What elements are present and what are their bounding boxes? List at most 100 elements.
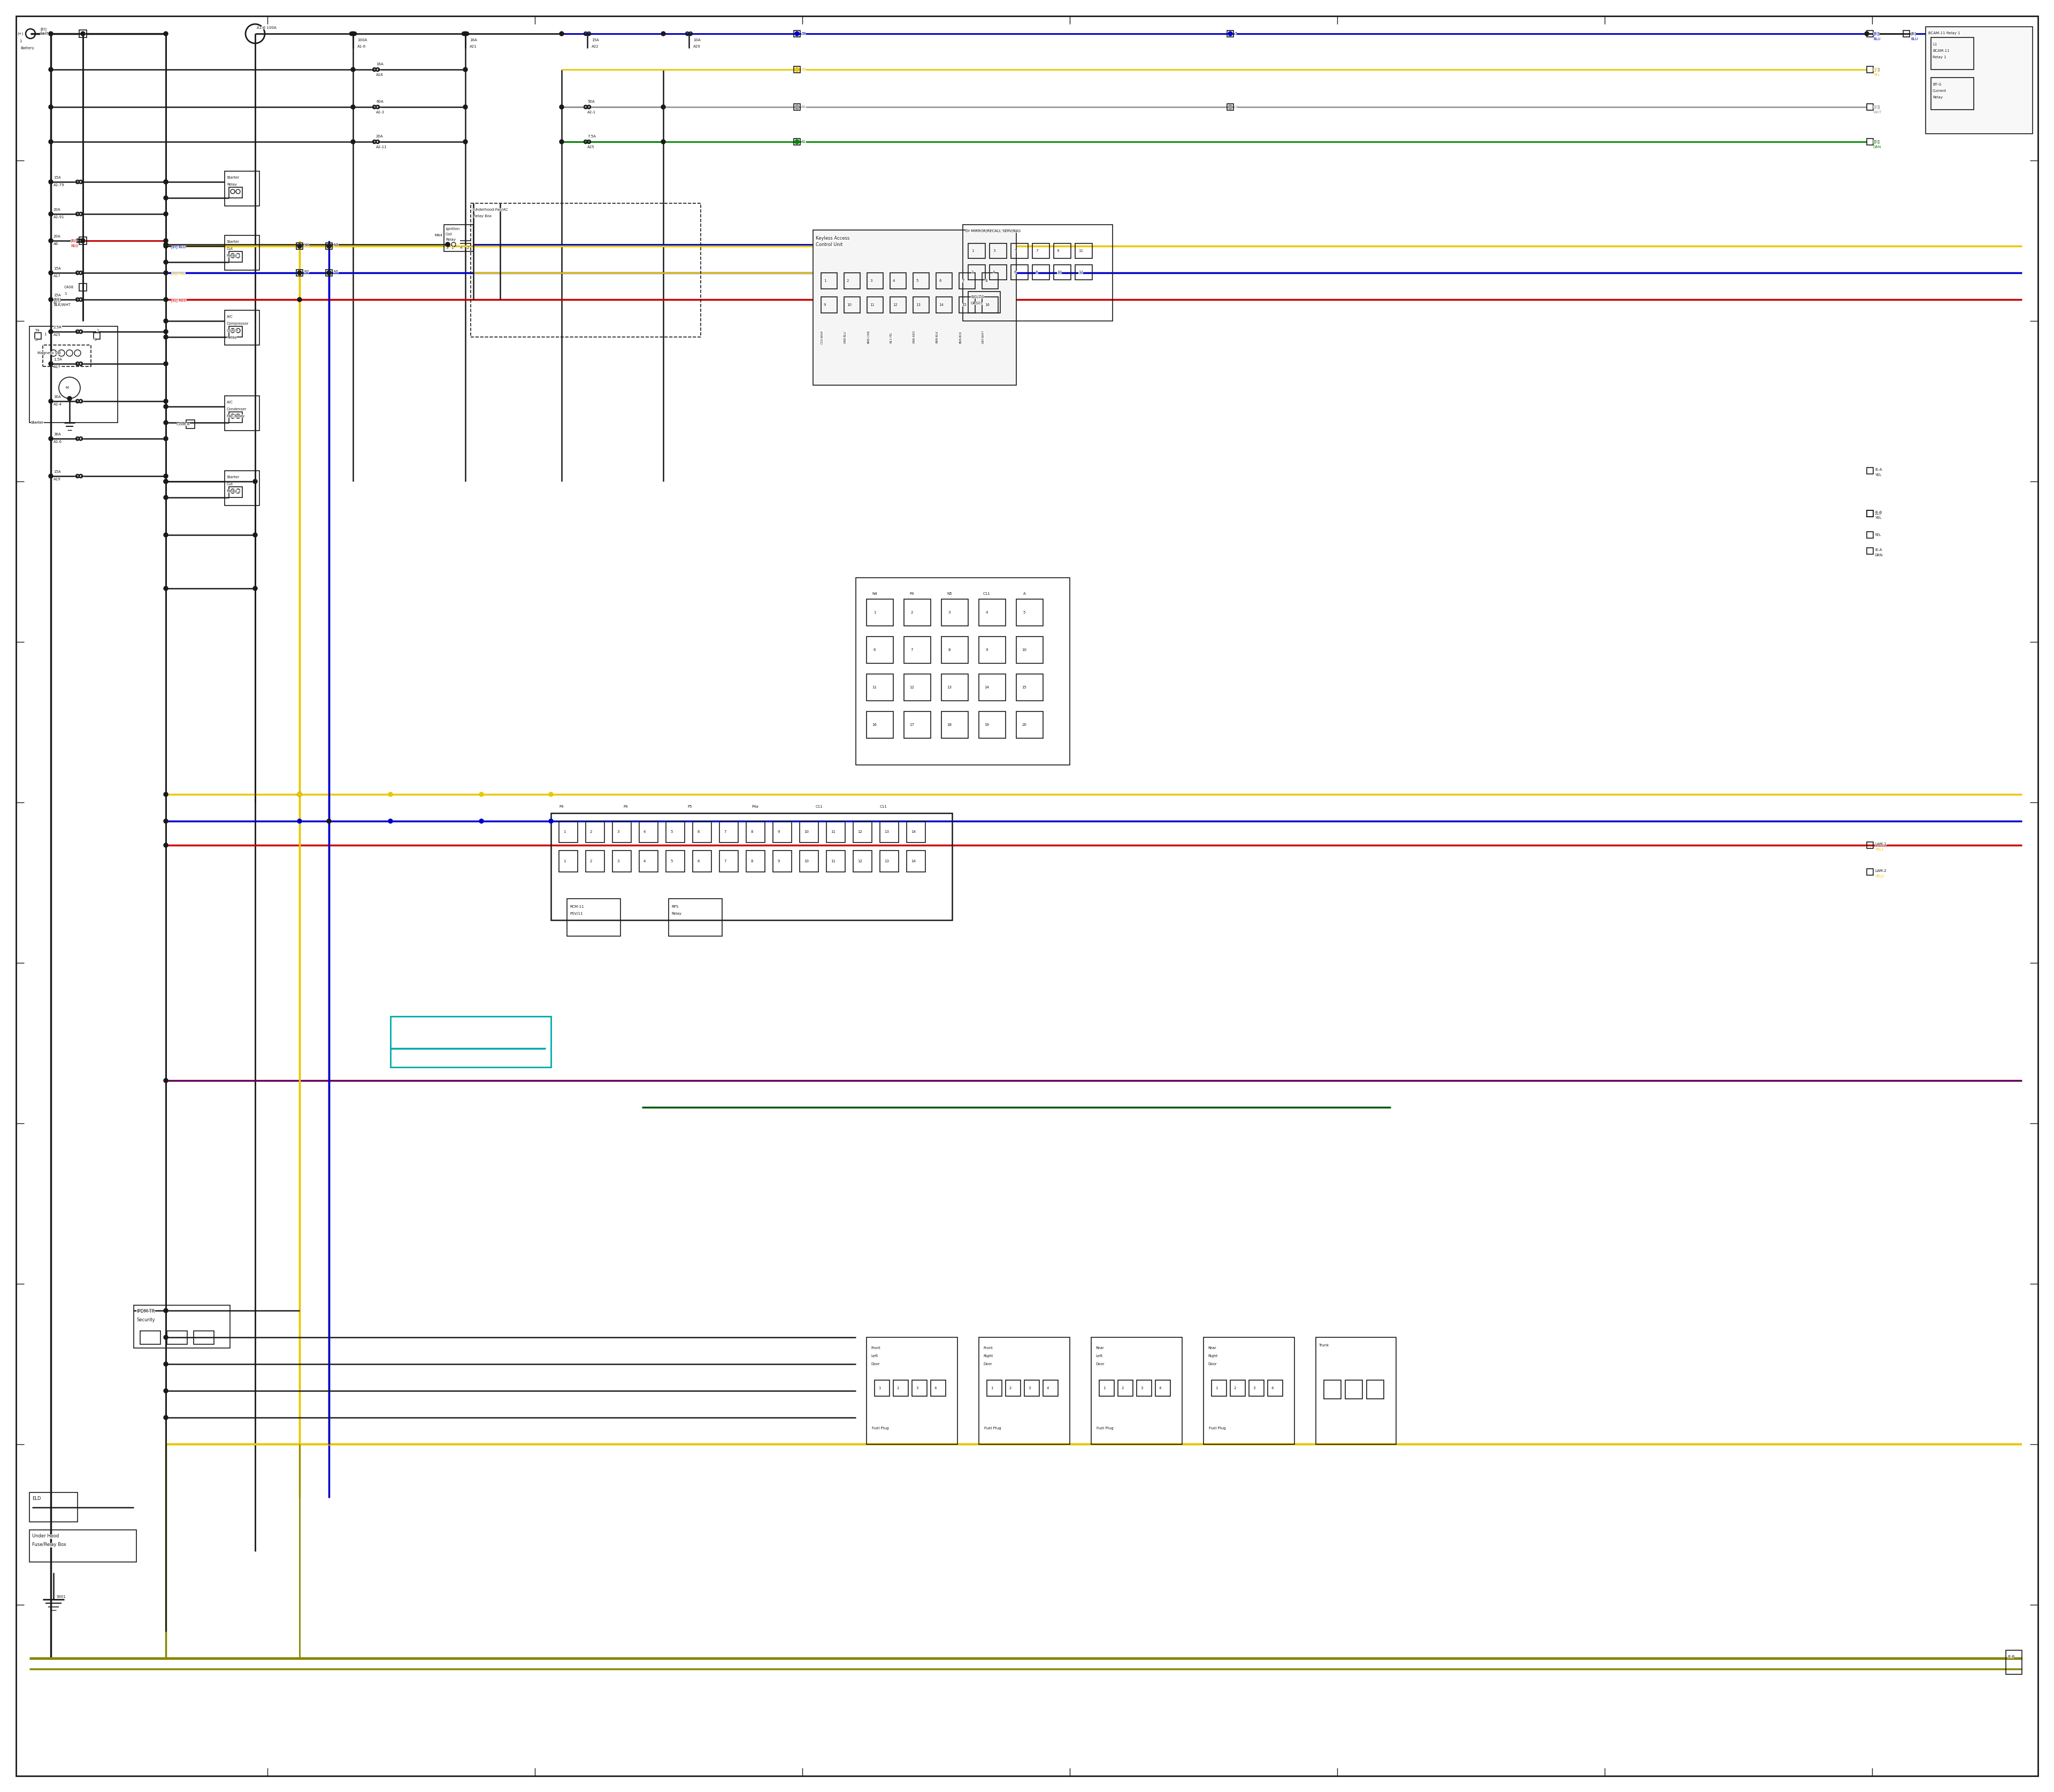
Text: BLU: BLU [1910,38,1918,41]
Circle shape [351,106,355,109]
Circle shape [1228,106,1232,109]
Bar [746,851,764,873]
Bar [867,297,883,314]
Bar [1325,1380,1341,1400]
Bar [187,419,195,428]
Text: 20: 20 [1023,724,1027,726]
Bar [612,821,631,842]
Text: 3: 3 [949,611,951,615]
Circle shape [298,271,302,274]
Text: Left: Left [871,1355,877,1358]
Circle shape [164,32,168,36]
Text: 1: 1 [563,830,565,833]
Bar [1226,104,1234,109]
Circle shape [164,362,168,366]
Text: 8: 8 [750,830,754,833]
Circle shape [49,238,53,244]
Text: 7: 7 [1035,249,1037,253]
Bar [1011,244,1029,258]
Bar [986,1380,1002,1396]
Text: 8: 8 [949,649,951,652]
Text: 5: 5 [670,830,672,833]
Text: T1: T1 [80,32,86,36]
Text: 6: 6 [1015,271,1017,274]
Bar [1867,548,1873,554]
Circle shape [298,792,302,796]
Text: A/C: A/C [226,401,234,403]
Bar [224,310,259,346]
Text: BT-G: BT-G [1933,82,1941,86]
Text: 1: 1 [824,280,826,283]
Bar [852,821,871,842]
Circle shape [49,330,53,333]
Bar [1017,674,1043,701]
Text: A2-6: A2-6 [53,441,62,443]
Text: 5: 5 [670,860,672,862]
Text: L1: L1 [1933,43,1937,47]
Text: 10: 10 [1023,649,1027,652]
Text: 36A: 36A [53,432,62,435]
Text: 7.5A: 7.5A [587,134,596,138]
Bar [912,1380,926,1396]
Circle shape [164,244,168,249]
Circle shape [164,1389,168,1392]
Circle shape [49,297,53,301]
Text: 2: 2 [466,246,468,249]
Circle shape [164,792,168,796]
Text: Code B: Code B [177,423,189,426]
Circle shape [661,106,665,109]
Bar [1011,265,1029,280]
Bar [1074,244,1093,258]
Bar [567,898,620,935]
Text: Relay 2: Relay 2 [226,489,240,493]
Text: DRY-WHT: DRY-WHT [982,330,984,344]
Text: 4: 4 [1048,1387,1050,1391]
Bar [941,636,967,663]
Text: Coil: Coil [446,233,452,237]
Bar [665,851,684,873]
Text: ORB-RED: ORB-RED [914,330,916,344]
Text: A17: A17 [53,366,62,369]
Bar [559,821,577,842]
Circle shape [661,140,665,143]
Text: Relay 1: Relay 1 [226,254,240,258]
Text: Door: Door [871,1362,879,1366]
Bar [959,297,976,314]
Text: IE-B: IE-B [1875,511,1881,514]
Text: 14: 14 [910,830,916,833]
Circle shape [164,478,168,484]
Text: 1: 1 [1216,1387,1218,1391]
Bar [29,1530,136,1563]
Circle shape [164,271,168,274]
Circle shape [559,106,563,109]
Text: [EI] BLU: [EI] BLU [170,246,185,249]
Text: 9: 9 [776,830,781,833]
Text: 20A: 20A [53,235,62,238]
Text: A1-6 100A: A1-6 100A [257,27,277,29]
Bar [867,674,893,701]
Bar [857,577,1070,765]
Text: Left: Left [1095,1355,1103,1358]
Circle shape [164,335,168,339]
Text: 15A: 15A [53,470,62,473]
Text: A11: A11 [53,301,62,305]
Bar [296,269,302,276]
Text: A19: A19 [53,478,62,480]
Bar [844,297,861,314]
Text: 15A: 15A [592,38,600,41]
Bar [390,1016,550,1068]
Text: 59: 59 [801,32,805,36]
Text: A/C: A/C [226,315,234,319]
Text: 9: 9 [986,649,988,652]
Circle shape [253,586,257,591]
Text: A22: A22 [592,45,600,48]
Text: A16: A16 [376,73,384,77]
Bar [889,297,906,314]
Bar [980,1337,1070,1444]
Text: [EJ] YEL: [EJ] YEL [170,272,185,276]
Bar [1033,244,1050,258]
Text: BLU: BLU [1873,513,1881,514]
Text: 11: 11 [830,830,836,833]
Text: Cut: Cut [226,482,234,486]
Text: A25: A25 [53,333,62,337]
